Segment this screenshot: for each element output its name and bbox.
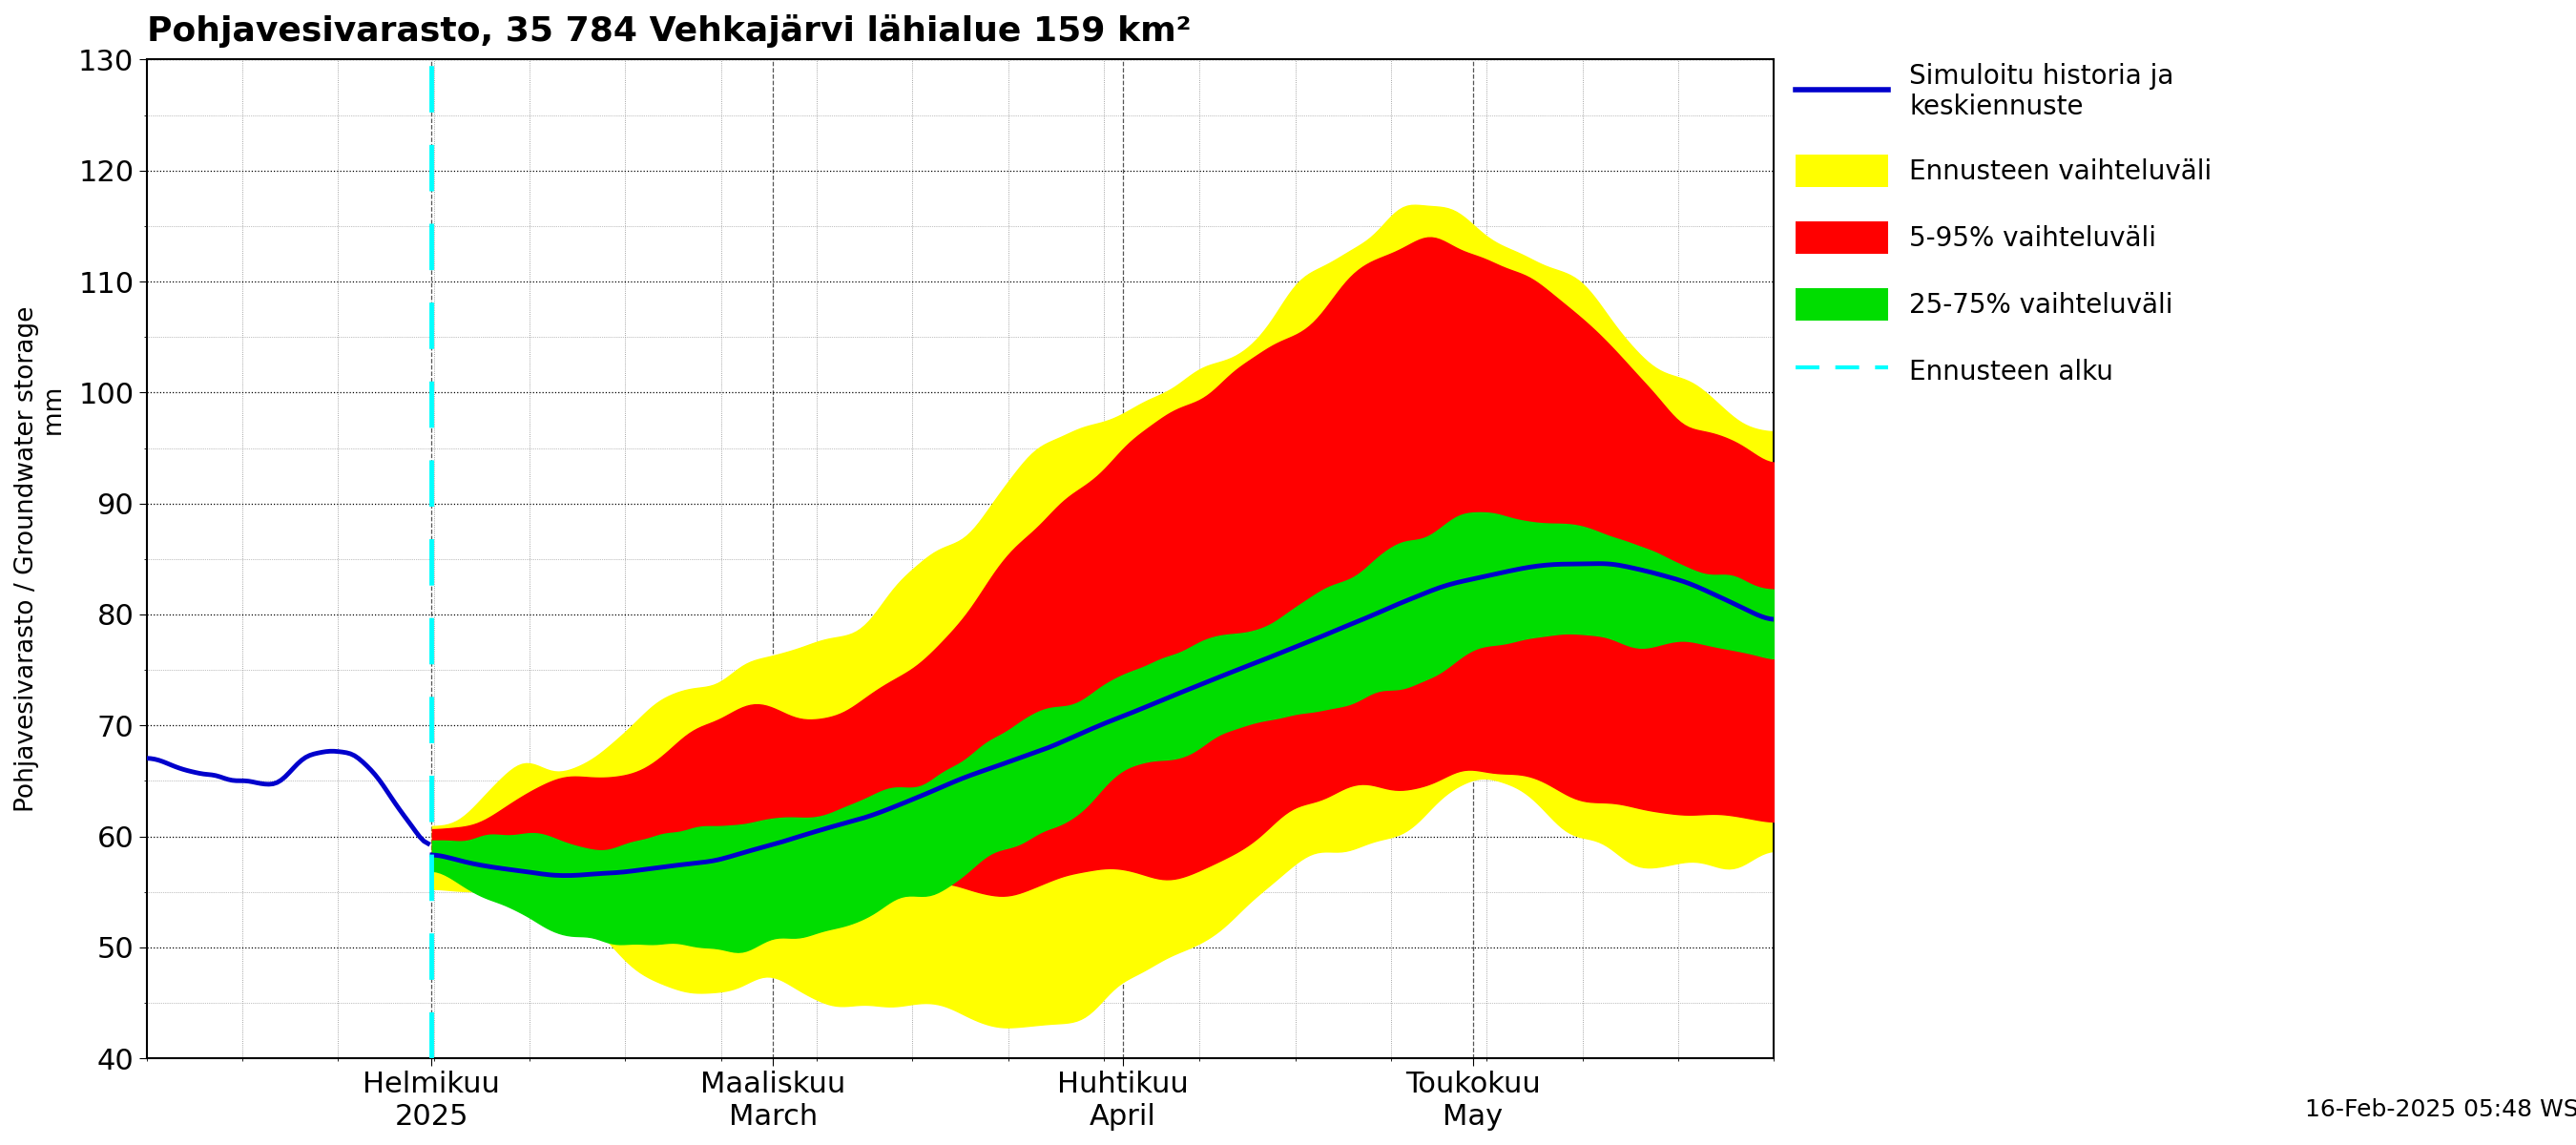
Legend: Simuloitu historia ja
keskiennuste, Ennusteen vaihteluväli, 5-95% vaihteluväli, : Simuloitu historia ja keskiennuste, Ennu…: [1795, 63, 2213, 388]
Text: 16-Feb-2025 05:48 WSFS-O: 16-Feb-2025 05:48 WSFS-O: [2306, 1098, 2576, 1121]
Text: Pohjavesivarasto, 35 784 Vehkajärvi lähialue 159 km²: Pohjavesivarasto, 35 784 Vehkajärvi lähi…: [147, 14, 1190, 48]
Y-axis label: Pohjavesivarasto / Groundwater storage
                                     mm: Pohjavesivarasto / Groundwater storage m…: [15, 306, 67, 812]
